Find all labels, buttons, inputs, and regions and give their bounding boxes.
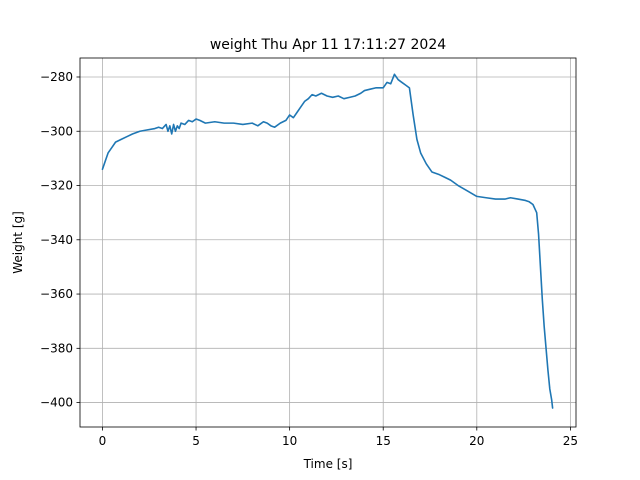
grid (80, 58, 576, 427)
y-axis-label: Weight [g] (11, 211, 25, 274)
y-tick-label: −340 (40, 233, 73, 247)
chart-title: weight Thu Apr 11 17:11:27 2024 (210, 37, 446, 53)
x-tick-label: 20 (469, 434, 484, 448)
y-tick-label: −380 (40, 341, 73, 355)
ticks: 0 5 10 15 20 25 −280 −300 −320 −340 −360 −380 −400 (40, 70, 578, 448)
x-axis-label: Time [s] (303, 457, 353, 471)
y-tick-label: −320 (40, 179, 73, 193)
y-tick-label: −360 (40, 287, 73, 301)
series-group (101, 73, 554, 409)
x-tick-label: 25 (563, 434, 578, 448)
x-tick-label: 0 (99, 434, 107, 448)
y-tick-label: −280 (40, 70, 73, 84)
series-line (101, 73, 554, 409)
y-tick-label: −300 (40, 124, 73, 138)
y-tick-label: −400 (40, 396, 73, 410)
x-tick-label: 5 (192, 434, 200, 448)
x-tick-label: 10 (282, 434, 297, 448)
axes-frame (79, 57, 577, 428)
x-tick-label: 15 (376, 434, 391, 448)
